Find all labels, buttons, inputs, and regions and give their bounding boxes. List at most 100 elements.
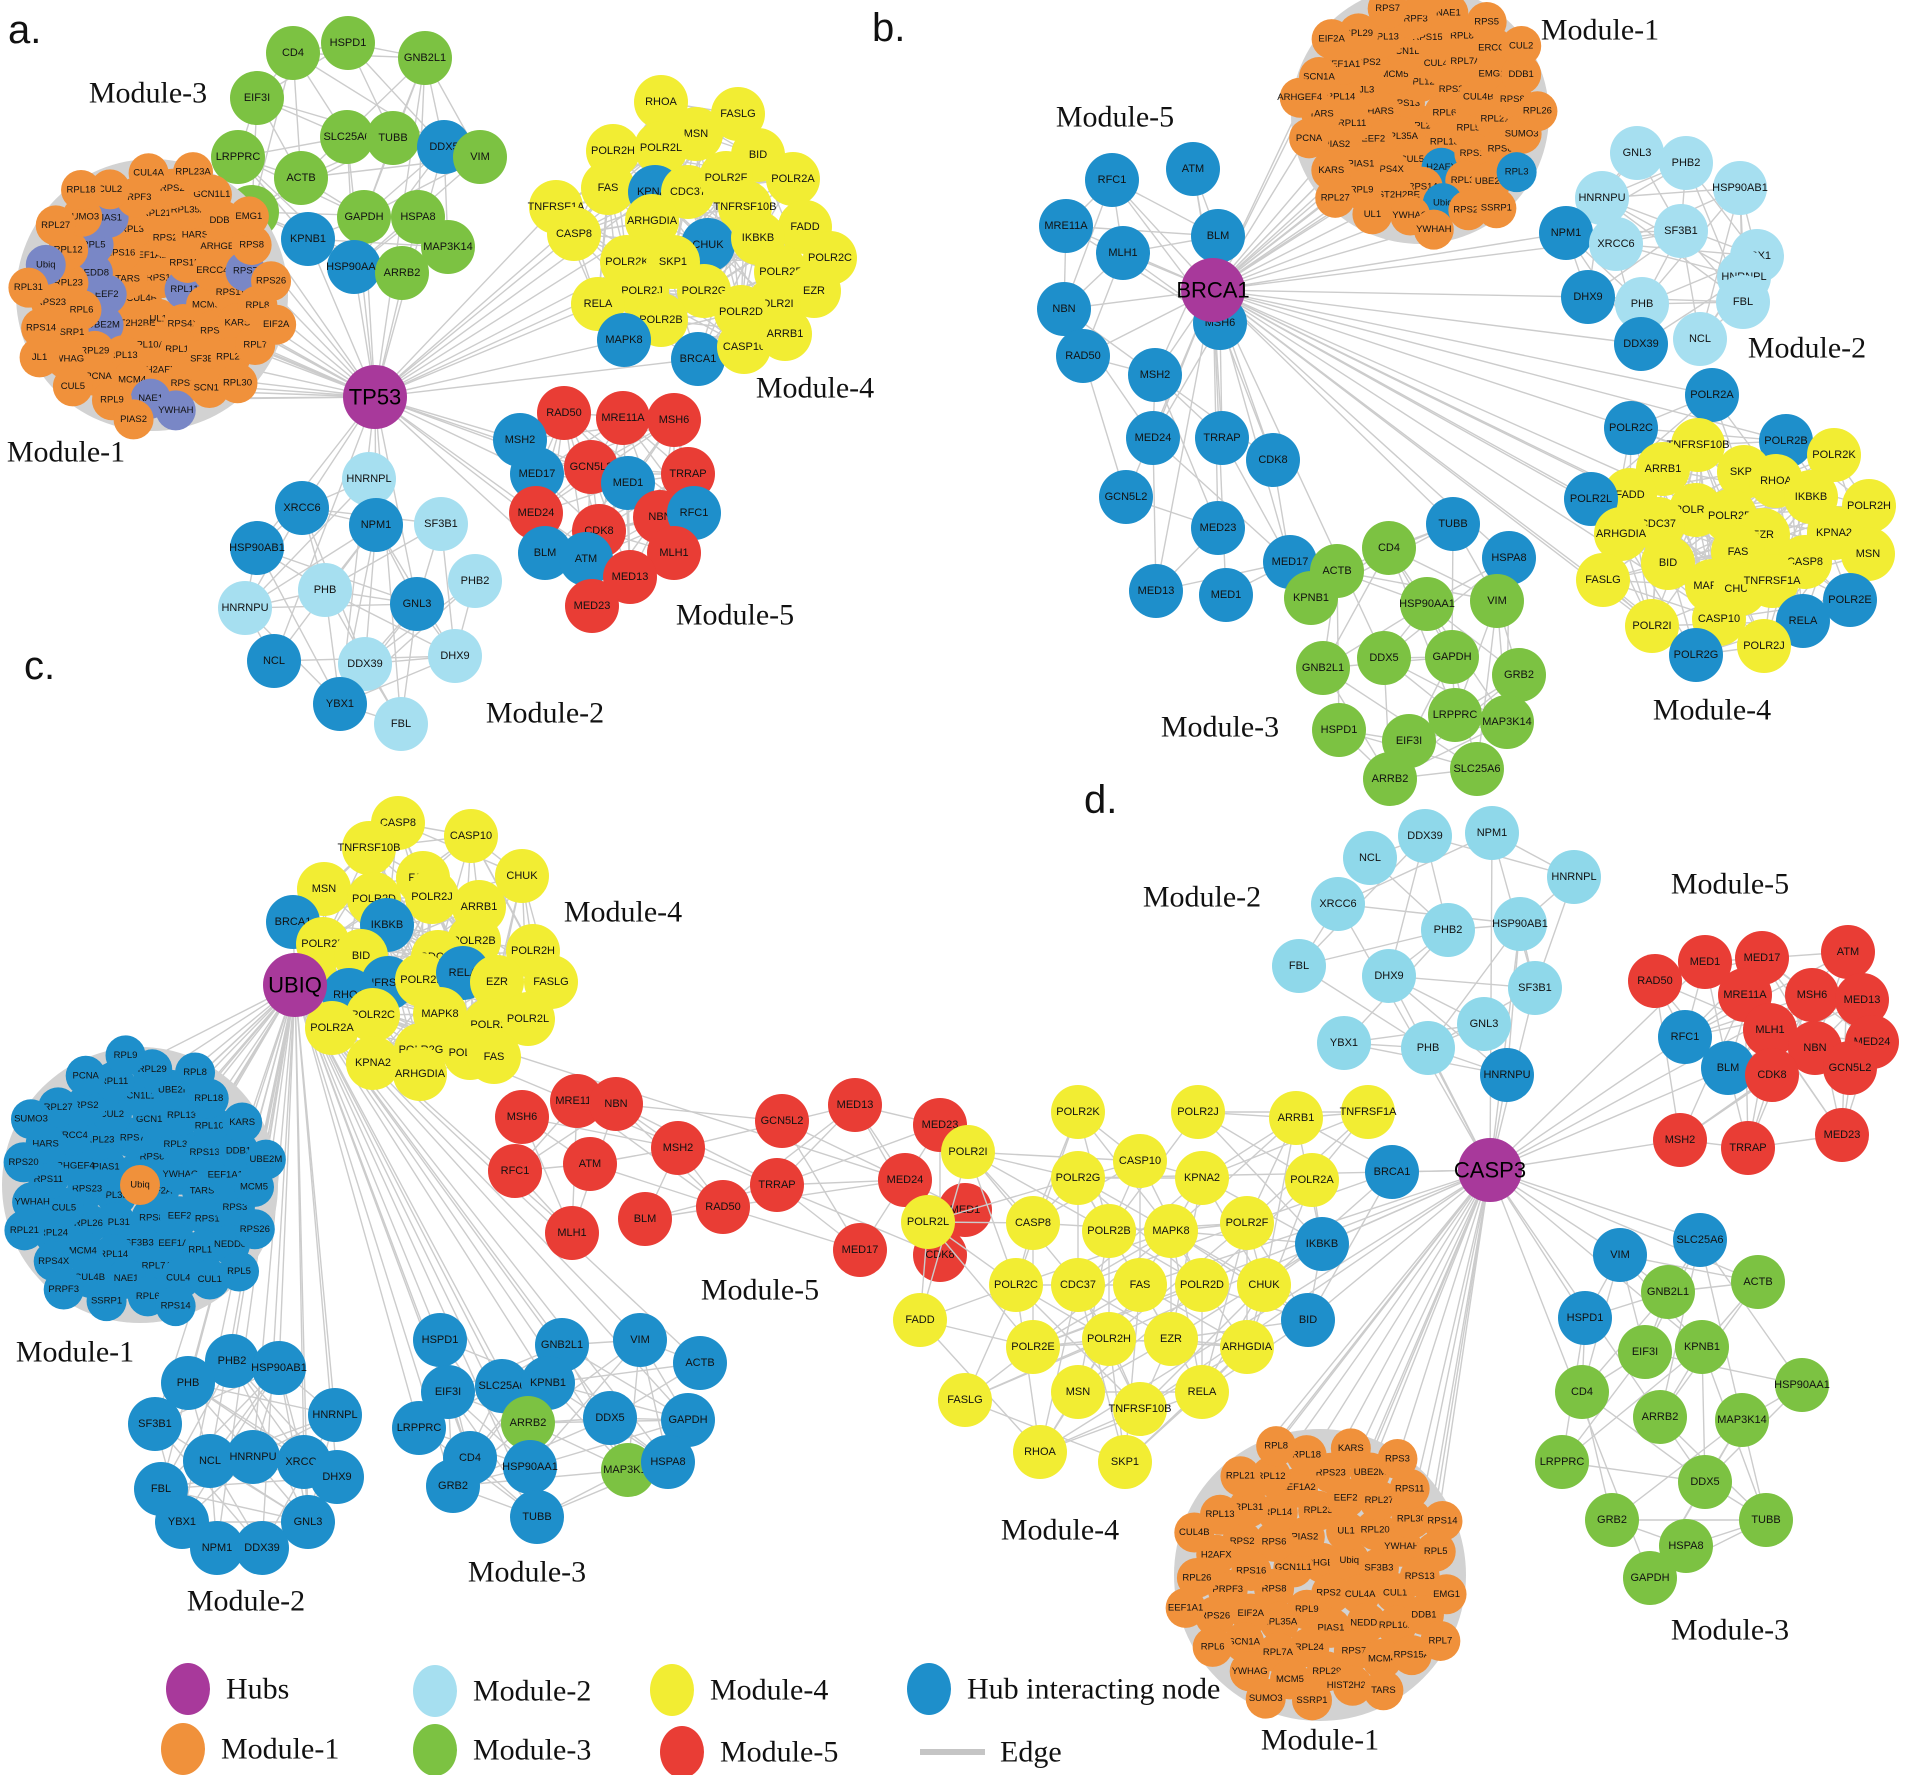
node-label: DHX9 bbox=[1573, 291, 1602, 303]
node-label: ERCC4 bbox=[56, 1130, 88, 1141]
node-label: RPS2 bbox=[1356, 57, 1381, 68]
node-label: FASLG bbox=[1585, 574, 1620, 586]
node-MSH2: MSH2 bbox=[1653, 1113, 1707, 1167]
node-RPS5: RPS5 bbox=[1466, 2, 1507, 43]
node-label: CUL2 bbox=[98, 184, 122, 195]
node-label: H2AFX bbox=[1426, 162, 1457, 173]
node-label: BID bbox=[1659, 557, 1677, 569]
node-GAPDH: GAPDH bbox=[337, 190, 391, 244]
node-CDK8: CDK8 bbox=[1745, 1048, 1799, 1102]
node-SUMO3: SUMO3 bbox=[10, 1099, 51, 1140]
node-POLR2J: POLR2J bbox=[405, 870, 459, 924]
node-HSP90AA1: HSP90AA1 bbox=[1399, 577, 1455, 631]
node-TRRAP: TRRAP bbox=[750, 1158, 804, 1212]
node-label: SKP1 bbox=[659, 256, 687, 268]
node-HSPD1: HSPD1 bbox=[413, 1313, 467, 1367]
node-GAPDH: GAPDH bbox=[1425, 630, 1479, 684]
node-label: POLR2L bbox=[507, 1013, 549, 1025]
panel-letter: a. bbox=[8, 8, 41, 52]
node-label: MSH2 bbox=[1665, 1134, 1696, 1146]
node-label: RPL18 bbox=[67, 185, 96, 196]
node-POLR2J: POLR2J bbox=[1171, 1085, 1225, 1139]
node-label: FAS bbox=[1728, 546, 1749, 558]
node-GRB2: GRB2 bbox=[1492, 648, 1546, 702]
node-label: SF3B3 bbox=[125, 1237, 154, 1248]
node-label: CD4 bbox=[1571, 1386, 1593, 1398]
node-label: MRE11A bbox=[601, 412, 645, 424]
node-MSH2: MSH2 bbox=[1128, 348, 1182, 402]
node-BLM: BLM bbox=[518, 526, 572, 580]
node-label: GNL3 bbox=[1470, 1018, 1499, 1030]
node-label: RPS13 bbox=[1405, 1571, 1435, 1582]
node-label: KARS bbox=[229, 1117, 255, 1128]
hub-TP53: TP53 bbox=[343, 365, 407, 429]
node-VIM: VIM bbox=[453, 130, 507, 184]
node-label: ARRB2 bbox=[1372, 773, 1409, 785]
node-label: NCL bbox=[199, 1455, 221, 1467]
node-RPL23A: RPL23A bbox=[173, 152, 214, 193]
node-label: HSP90AA1 bbox=[1774, 1379, 1830, 1391]
node-label: KPNB1 bbox=[1684, 1341, 1720, 1353]
node-label: SCN1A bbox=[194, 383, 226, 394]
node-label: DDX5 bbox=[1369, 652, 1398, 664]
node-BRCA1: BRCA1 bbox=[1365, 1145, 1419, 1199]
node-RFC1: RFC1 bbox=[667, 486, 721, 540]
node-label: BLM bbox=[634, 1213, 657, 1225]
node-DDX5: DDX5 bbox=[583, 1391, 637, 1445]
node-label: CDC37 bbox=[1060, 1279, 1096, 1291]
node-label: HARS bbox=[32, 1139, 58, 1150]
node-label: RPS26 bbox=[1200, 1611, 1230, 1622]
node-CUL2: CUL2 bbox=[1501, 25, 1542, 66]
node-ARRB1: ARRB1 bbox=[1269, 1091, 1323, 1145]
module-label: Module-1 bbox=[16, 1336, 134, 1369]
node-label: GRB2 bbox=[1597, 1514, 1627, 1526]
node-GNB2L1: GNB2L1 bbox=[398, 31, 452, 85]
node-RPL18: RPL18 bbox=[1286, 1435, 1327, 1476]
node-RPS26: RPS26 bbox=[251, 261, 292, 302]
node-RPL30: RPL30 bbox=[217, 363, 258, 404]
node-SLC25A6: SLC25A6 bbox=[1673, 1213, 1727, 1267]
node-label: RPL9 bbox=[1295, 1604, 1319, 1615]
node-label: MSH2 bbox=[1140, 369, 1171, 381]
node-label: ERCC4 bbox=[196, 265, 228, 276]
node-label: TARS bbox=[115, 274, 140, 285]
node-label: MLH1 bbox=[557, 1227, 586, 1239]
node-label: MAP3K14 bbox=[1482, 716, 1532, 728]
node-label: HSP90AA1 bbox=[502, 1461, 558, 1473]
node-label: NEDD8 bbox=[1350, 1617, 1382, 1628]
node-LRPPRC: LRPPRC bbox=[211, 130, 265, 184]
node-label: RPL7 bbox=[243, 340, 267, 351]
node-label: RPL12 bbox=[188, 1244, 217, 1255]
node-label: RPS14 bbox=[1408, 181, 1438, 192]
node-label: EIF3I bbox=[1632, 1346, 1658, 1358]
node-label: RPL23A bbox=[175, 167, 211, 178]
node-label: RPL13 bbox=[167, 1110, 196, 1121]
node-label: ACTB bbox=[1322, 565, 1351, 577]
node-label: PCNA bbox=[85, 371, 112, 382]
module-module-3-panel-b: CD4 TUBB HSPA8 ACTB KPNB1 HSP90AA1 VIM GNB2L1 DD… bbox=[1161, 497, 1546, 806]
node-RPL6: RPL6 bbox=[1192, 1626, 1233, 1667]
node-label: POLR2H bbox=[511, 945, 555, 957]
node-label: SSRP1 bbox=[91, 1296, 122, 1307]
node-POLR2A: POLR2A bbox=[766, 152, 820, 206]
node-POLR2L: POLR2L bbox=[901, 1195, 955, 1249]
node-label: TNFRSF10B bbox=[338, 842, 401, 854]
node-label: EIF2A bbox=[146, 1186, 173, 1197]
node-RPL5: RPL5 bbox=[219, 1251, 260, 1292]
module-label: Module-2 bbox=[187, 1585, 305, 1618]
node-label: POLR2C bbox=[1609, 422, 1653, 434]
module-label: Module-3 bbox=[1671, 1614, 1789, 1647]
node-BID: BID bbox=[1281, 1293, 1335, 1347]
node-label: ARRB1 bbox=[1278, 1112, 1315, 1124]
node-label: MCM4 bbox=[69, 1246, 97, 1257]
node-POLR2G: POLR2G bbox=[1669, 628, 1723, 682]
node-label: RPL21 bbox=[142, 208, 171, 219]
node-label: HNRNPL bbox=[312, 1409, 357, 1421]
node-label: RPL7A bbox=[142, 1260, 173, 1271]
module-label: Module-4 bbox=[1653, 694, 1771, 727]
node-label: CD4 bbox=[1378, 542, 1400, 554]
node-label: PRPF3 bbox=[48, 1284, 79, 1295]
node-label: CUL5 bbox=[52, 1202, 76, 1213]
